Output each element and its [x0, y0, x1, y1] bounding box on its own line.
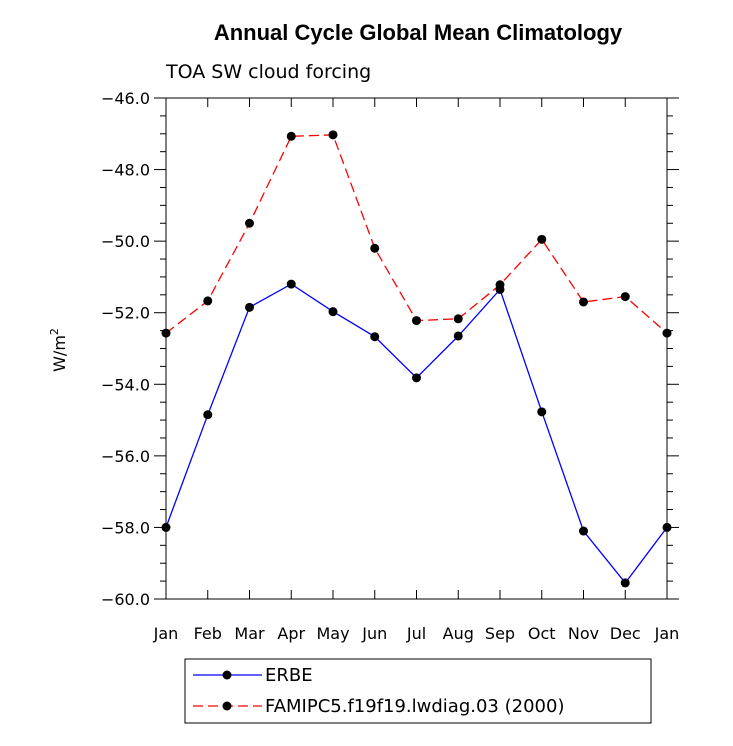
x-tick-label: Apr [277, 624, 305, 643]
x-tick-label: Oct [528, 624, 556, 643]
y-tick-label: −50.0 [101, 232, 150, 251]
series-points [161, 130, 672, 588]
x-tick-label: Sep [485, 624, 515, 643]
series-1-point [662, 328, 672, 338]
series-0-point [537, 407, 547, 417]
series-lines [165, 134, 668, 584]
x-tick-label: Feb [194, 624, 222, 643]
x-tick-label: Jan [153, 624, 179, 643]
y-axis-label-superscript: 2 [48, 328, 61, 335]
series-line-1 [165, 134, 668, 334]
y-tick-label: −54.0 [101, 375, 150, 394]
legend: ERBE FAMIPC5.f19f19.lwdiag.03 (2000) [184, 658, 652, 724]
series-1-point [453, 314, 463, 324]
x-tick-label: Jul [406, 624, 426, 643]
series-0-point [370, 332, 380, 342]
series-1-point [537, 234, 547, 244]
series-0-point [579, 526, 588, 536]
series-0-point [328, 307, 338, 317]
y-tick-label: −46.0 [101, 89, 150, 108]
series-1-point [370, 243, 380, 253]
x-tick-label: May [316, 624, 349, 643]
y-axis-label-text: W/m [50, 335, 69, 372]
axis-ticks [154, 97, 679, 600]
series-1-point [495, 280, 505, 290]
legend-label-1: FAMIPC5.f19f19.lwdiag.03 (2000) [265, 696, 564, 717]
x-axis-tick-labels: Jan Feb Mar Apr May Jun Jul Aug Sep Oct Nov Dec Jan [153, 624, 680, 643]
legend-items: ERBE FAMIPC5.f19f19.lwdiag.03 (2000) [193, 665, 564, 717]
y-tick-label: −48.0 [101, 161, 150, 180]
series-0-point [453, 331, 463, 341]
x-tick-label: Jun [361, 624, 387, 643]
y-axis-label: W/m2 [48, 328, 69, 372]
series-0-point [620, 578, 630, 588]
x-tick-label: Dec [610, 624, 641, 643]
x-tick-label: Aug [443, 624, 474, 643]
y-tick-label: −60.0 [101, 590, 150, 609]
y-tick-label: −56.0 [101, 447, 150, 466]
series-1-point [620, 292, 630, 302]
series-1-point [412, 316, 421, 326]
plot-area: Jan Feb Mar Apr May Jun Jul Aug Sep Oct Nov Dec Jan … [101, 89, 679, 643]
legend-label-0: ERBE [265, 665, 313, 686]
series-1-point [203, 296, 213, 306]
series-1-point [579, 297, 588, 307]
x-tick-label: Nov [568, 624, 599, 643]
legend-marker-0 [222, 670, 232, 680]
plot-frame [165, 97, 668, 600]
series-0-point [662, 522, 672, 532]
legend-marker-1 [222, 701, 232, 711]
x-tick-label: Jan [654, 624, 680, 643]
y-tick-label: −58.0 [101, 518, 150, 537]
series-0-point [412, 373, 421, 383]
series-1-point [161, 328, 171, 338]
chart-title: Annual Cycle Global Mean Climatology [214, 20, 623, 45]
x-tick-label: Mar [234, 624, 265, 643]
series-0-point [286, 279, 296, 289]
series-1-point [286, 131, 296, 141]
chart-subtitle: TOA SW cloud forcing [165, 61, 371, 83]
y-axis-tick-labels: −60.0 −58.0 −56.0 −54.0 −52.0 −50.0 −48.0 −46.0 [101, 89, 150, 609]
series-1-point [328, 130, 338, 140]
series-1-point [245, 218, 254, 228]
series-0-point [203, 410, 213, 420]
series-0-point [245, 302, 254, 312]
legend-box [184, 658, 652, 724]
series-0-point [161, 522, 171, 532]
y-tick-label: −52.0 [101, 304, 150, 323]
series-line-0 [165, 283, 668, 584]
